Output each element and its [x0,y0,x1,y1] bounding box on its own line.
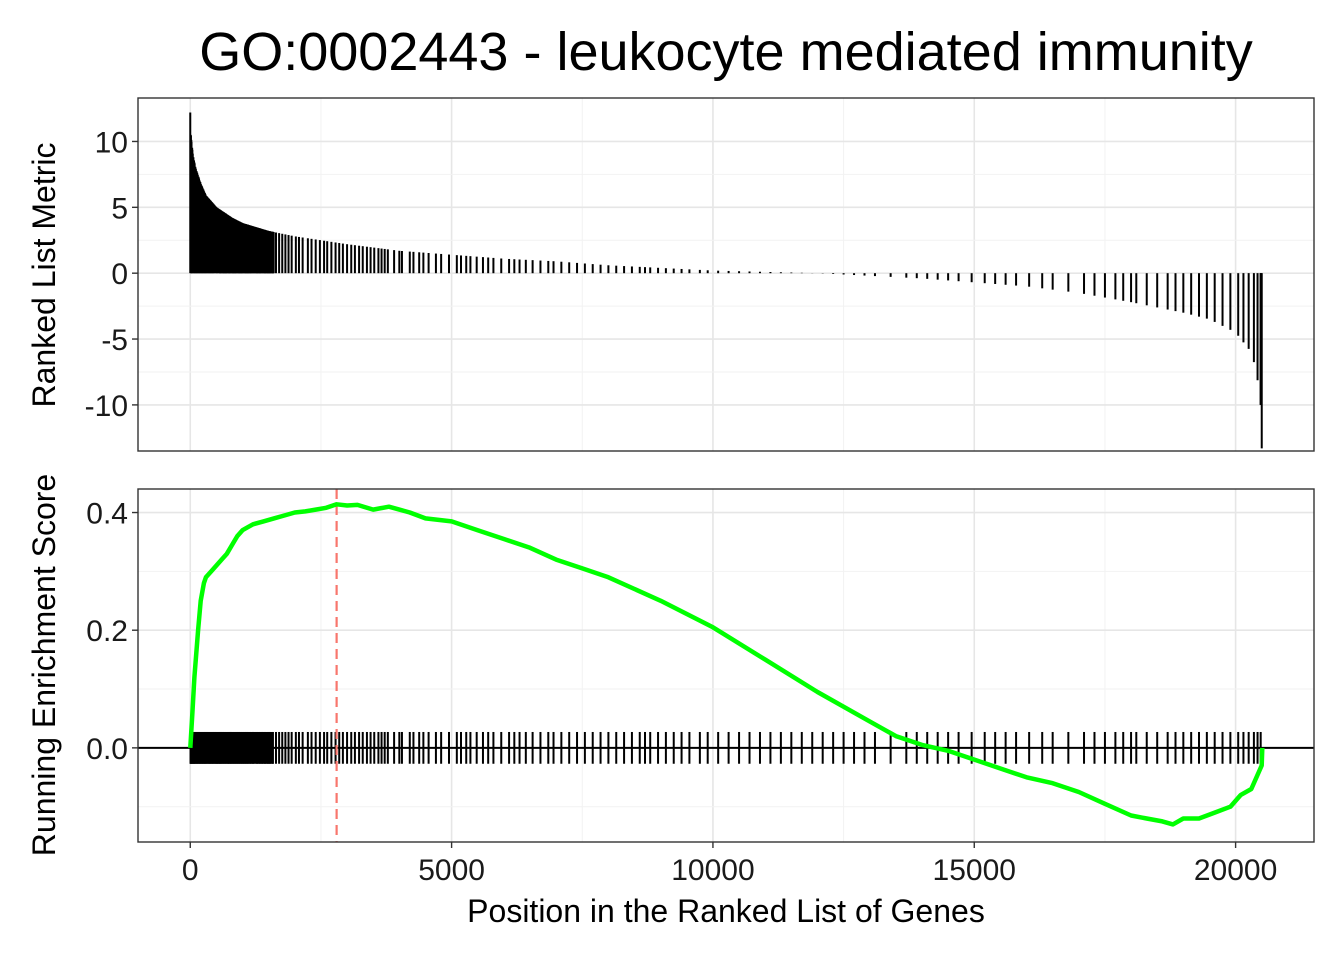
bottom-y-tick-label: 0.2 [86,615,128,648]
bottom-y-tick-label: 0.0 [86,733,128,766]
x-tick-label: 0 [182,854,199,887]
x-tick-label: 20000 [1194,854,1277,887]
bottom-y-ticks: 0.0 0.2 0.4 [86,498,138,766]
metric-bars [189,112,1263,449]
chart-title: GO:0002443 - leukocyte mediated immunity [199,22,1253,82]
top-y-tick-label: 5 [111,192,128,225]
bottom-panel-background [138,489,1314,842]
top-panel-border [137,97,1315,452]
x-tick-label: 15000 [933,854,1016,887]
top-y-tick-label: -10 [85,390,128,423]
x-axis-label: Position in the Ranked List of Genes [467,893,985,929]
top-y-tick-label: 10 [95,126,128,159]
bottom-panel-grid [138,489,1314,842]
top-y-tick-label: 0 [111,258,128,291]
x-axis-ticks: 0 5000 10000 15000 20000 [182,842,1277,887]
top-y-ticks: 10 5 0 -5 -10 [85,126,138,423]
x-tick-label: 10000 [671,854,754,887]
top-panel-grid [138,98,1314,451]
bottom-panel-border [137,488,1315,843]
top-panel-background [138,98,1314,451]
enrichment-curve [188,502,1265,827]
bottom-y-axis-label: Running Enrichment Score [26,474,62,856]
x-tick-label: 5000 [418,854,485,887]
top-y-tick-label: -5 [101,324,128,357]
top-y-axis-label: Ranked List Metric [26,143,62,408]
enrichment-score-line [188,502,1265,827]
bottom-y-tick-label: 0.4 [86,498,128,531]
